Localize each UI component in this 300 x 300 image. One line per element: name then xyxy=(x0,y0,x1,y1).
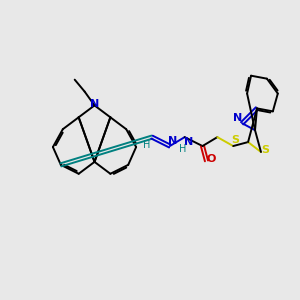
Text: N: N xyxy=(232,113,242,123)
Text: O: O xyxy=(207,154,216,164)
Text: N: N xyxy=(90,99,99,110)
Text: N: N xyxy=(168,136,177,146)
Text: H: H xyxy=(143,140,151,150)
Text: N: N xyxy=(184,137,193,147)
Text: S: S xyxy=(261,145,269,155)
Text: S: S xyxy=(231,135,239,145)
Text: H: H xyxy=(179,144,186,154)
